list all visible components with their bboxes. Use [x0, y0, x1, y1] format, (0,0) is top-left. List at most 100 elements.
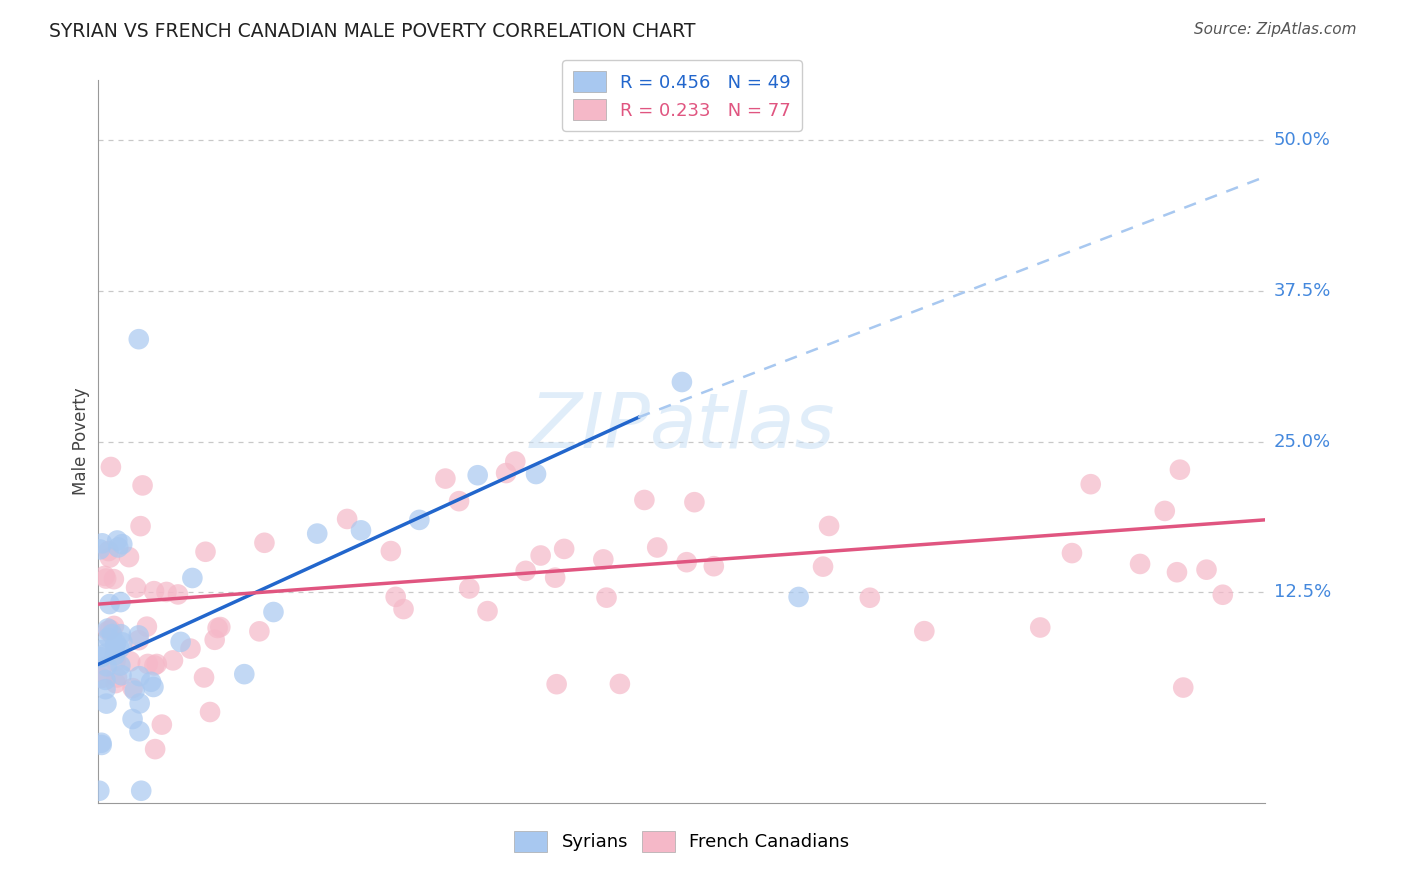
Point: [544, 571, 567, 585]
Point: [1129, 557, 1152, 571]
Point: [108, 641, 131, 656]
Point: [181, 571, 204, 585]
Point: [447, 494, 470, 508]
Point: [233, 667, 256, 681]
Point: [125, 581, 148, 595]
Point: [90, 664, 112, 678]
Point: [595, 591, 617, 605]
Point: [143, 584, 166, 599]
Point: [859, 591, 882, 605]
Point: [912, 624, 935, 639]
Point: [107, 541, 129, 555]
Point: [110, 668, 132, 682]
Point: [104, 648, 127, 663]
Point: [128, 633, 150, 648]
Point: [546, 677, 568, 691]
Point: [1212, 588, 1234, 602]
Point: [97, 544, 120, 558]
Point: [97, 622, 120, 636]
Point: [100, 460, 122, 475]
Text: 50.0%: 50.0%: [1274, 131, 1330, 150]
Point: [97, 624, 120, 638]
Point: [124, 683, 146, 698]
Point: [207, 621, 229, 635]
Point: [1173, 681, 1195, 695]
Point: [198, 705, 221, 719]
Point: [350, 524, 373, 538]
Point: [91, 643, 114, 657]
Point: [111, 635, 134, 649]
Point: [128, 697, 150, 711]
Point: [162, 653, 184, 667]
Point: [384, 590, 406, 604]
Point: [105, 533, 128, 548]
Point: [671, 375, 693, 389]
Point: [262, 605, 284, 619]
Point: [408, 513, 430, 527]
Point: [110, 627, 132, 641]
Point: [94, 673, 117, 687]
Point: [94, 682, 117, 697]
Legend: Syrians, French Canadians: Syrians, French Canadians: [508, 823, 856, 859]
Point: [96, 697, 118, 711]
Point: [89, 784, 111, 798]
Point: [143, 658, 166, 673]
Point: [169, 635, 191, 649]
Point: [90, 671, 112, 685]
Point: [434, 472, 457, 486]
Point: [131, 478, 153, 492]
Point: [129, 519, 152, 533]
Point: [118, 550, 141, 565]
Point: [380, 544, 402, 558]
Point: [142, 680, 165, 694]
Point: [135, 620, 157, 634]
Point: [110, 658, 132, 673]
Point: [167, 587, 190, 601]
Text: 12.5%: 12.5%: [1274, 583, 1331, 601]
Point: [143, 742, 166, 756]
Point: [247, 624, 270, 639]
Point: [530, 549, 553, 563]
Point: [136, 657, 159, 671]
Point: [336, 512, 359, 526]
Point: [477, 604, 499, 618]
Point: [104, 676, 127, 690]
Point: [515, 564, 537, 578]
Point: [787, 590, 810, 604]
Point: [101, 627, 124, 641]
Point: [458, 582, 481, 596]
Point: [1080, 477, 1102, 491]
Point: [495, 466, 517, 480]
Text: 37.5%: 37.5%: [1274, 282, 1331, 300]
Point: [121, 712, 143, 726]
Point: [90, 650, 112, 665]
Point: [128, 332, 150, 346]
Point: [1060, 546, 1083, 560]
Point: [111, 537, 134, 551]
Point: [104, 636, 127, 650]
Point: [139, 674, 162, 689]
Point: [1195, 563, 1218, 577]
Text: SYRIAN VS FRENCH CANADIAN MALE POVERTY CORRELATION CHART: SYRIAN VS FRENCH CANADIAN MALE POVERTY C…: [49, 22, 696, 41]
Point: [633, 493, 655, 508]
Point: [1166, 565, 1188, 579]
Point: [103, 619, 125, 633]
Point: [703, 559, 725, 574]
Point: [194, 545, 217, 559]
Point: [90, 736, 112, 750]
Point: [94, 572, 117, 586]
Point: [467, 468, 489, 483]
Point: [104, 654, 127, 668]
Point: [503, 454, 526, 468]
Text: Source: ZipAtlas.com: Source: ZipAtlas.com: [1194, 22, 1357, 37]
Y-axis label: Male Poverty: Male Poverty: [72, 388, 90, 495]
Point: [392, 602, 415, 616]
Point: [179, 641, 201, 656]
Point: [592, 552, 614, 566]
Point: [1168, 463, 1191, 477]
Point: [105, 671, 128, 685]
Point: [104, 639, 127, 653]
Point: [110, 595, 132, 609]
Point: [307, 526, 329, 541]
Text: 25.0%: 25.0%: [1274, 433, 1331, 450]
